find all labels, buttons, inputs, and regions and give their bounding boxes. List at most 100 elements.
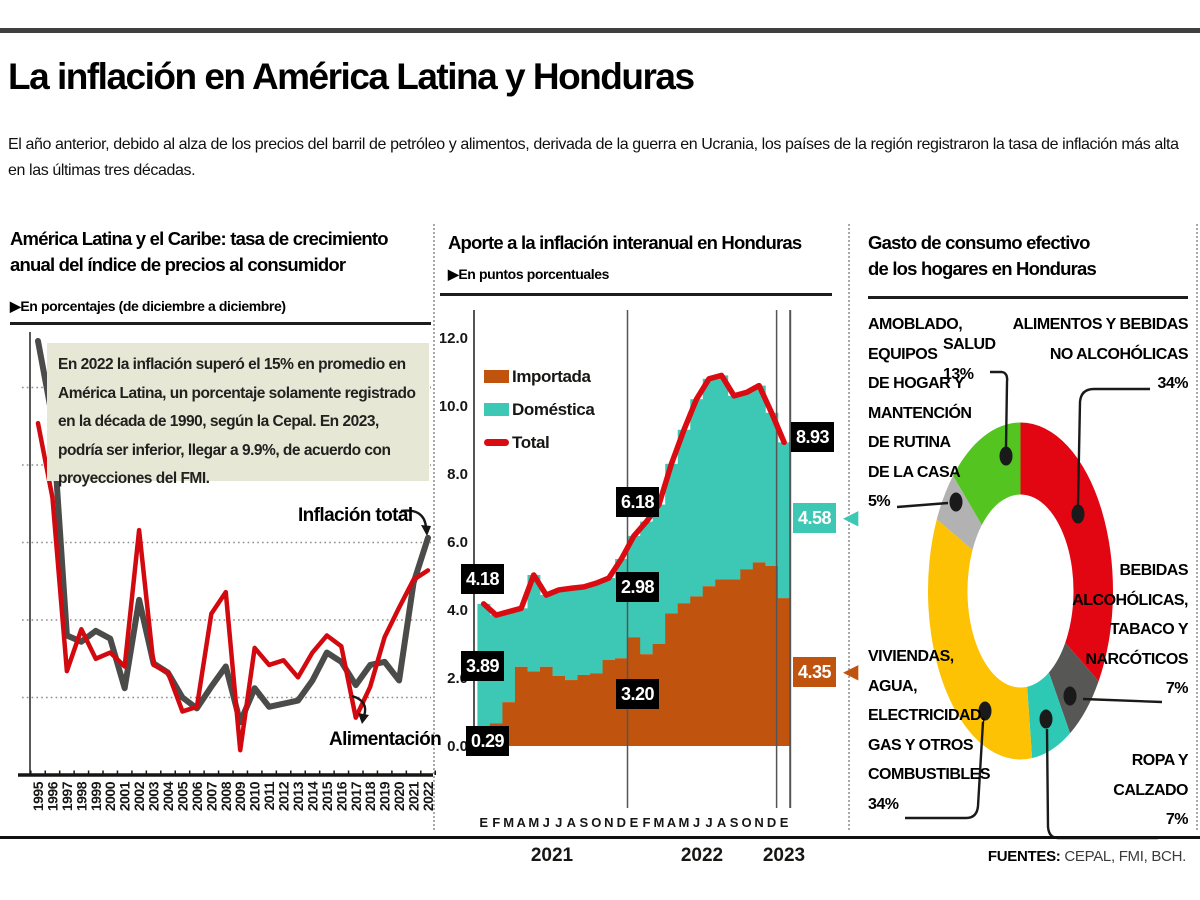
domestica-swatch-icon <box>484 403 509 416</box>
svg-text:0.0: 0.0 <box>447 738 468 755</box>
left-chart-kicker: ▶En porcentajes (de diciembre a diciembr… <box>10 298 286 314</box>
svg-text:2012: 2012 <box>276 781 292 811</box>
svg-text:6.0: 6.0 <box>447 534 468 551</box>
svg-text:1998: 1998 <box>73 781 89 811</box>
page-edge-dotted <box>1196 224 1198 830</box>
svg-text:2002: 2002 <box>131 781 147 811</box>
svg-text:A: A <box>667 815 677 830</box>
svg-text:2022: 2022 <box>681 845 723 866</box>
page-subtitle: El año anterior, debido al alza de los p… <box>8 136 1179 179</box>
svg-text:2015: 2015 <box>319 781 335 811</box>
svg-text:2010: 2010 <box>247 781 263 811</box>
footer-sources-label: FUENTES: <box>987 848 1061 865</box>
page-title: La inflación en América Latina y Hondura… <box>8 56 695 97</box>
middle-chart-rule <box>440 293 832 296</box>
svg-text:2018: 2018 <box>362 781 378 811</box>
callout-ropa: ROPA Y CALZADO 7% <box>1113 752 1188 828</box>
callout-viviendas: VIVIENDAS, AGUA, ELECTRICIDAD, GAS Y OTR… <box>868 648 991 813</box>
middle-chart-kicker: ▶En puntos porcentuales <box>448 266 610 282</box>
svg-text:E: E <box>780 815 789 830</box>
svg-text:O: O <box>591 815 601 830</box>
svg-text:2008: 2008 <box>218 781 234 811</box>
svg-text:1996: 1996 <box>44 781 60 811</box>
svg-text:2005: 2005 <box>174 781 190 811</box>
importada-swatch-icon <box>484 370 509 383</box>
footer-sources: FUENTES: CEPAL, FMI, BCH. <box>988 848 1186 865</box>
middle-chart-legend: Importada Doméstica Total <box>484 360 595 459</box>
svg-text:O: O <box>742 815 752 830</box>
label-alimentacion: Alimentación <box>329 729 442 750</box>
middle-chart-title: Aporte a la inflación interanual en Hond… <box>448 232 802 253</box>
footer-sources-list: CEPAL, FMI, BCH. <box>1060 848 1186 865</box>
svg-text:A: A <box>567 815 577 830</box>
svg-text:D: D <box>767 815 776 830</box>
svg-text:N: N <box>604 815 613 830</box>
value-badge: 2.98 <box>616 572 660 602</box>
value-badge: 4.18 <box>461 564 505 594</box>
svg-text:F: F <box>492 815 500 830</box>
svg-text:2021: 2021 <box>531 845 574 866</box>
svg-text:2020: 2020 <box>391 781 407 811</box>
svg-text:1995: 1995 <box>30 781 46 811</box>
value-badge: 3.20 <box>616 679 660 709</box>
label-inflacion-total: Inflación total <box>298 505 413 526</box>
left-chart-title: América Latina y el Caribe: tasa de crec… <box>10 228 389 275</box>
left-chart-rule <box>10 322 431 325</box>
svg-text:J: J <box>555 815 562 830</box>
left-chart-note: En 2022 la inflación superó el 15% en pr… <box>47 343 429 487</box>
legend-row-domestica: Doméstica <box>484 393 595 426</box>
callout-salud: SALUD 13% <box>943 336 996 383</box>
svg-text:M: M <box>679 815 690 830</box>
svg-text:2003: 2003 <box>146 781 162 811</box>
svg-text:1997: 1997 <box>59 781 75 811</box>
legend-row-total: Total <box>484 426 594 459</box>
svg-text:S: S <box>730 815 739 830</box>
top-rule <box>0 28 1200 33</box>
svg-text:2009: 2009 <box>232 781 248 811</box>
value-badge: 6.18 <box>616 487 660 517</box>
svg-text:D: D <box>617 815 626 830</box>
callout-amoblado: AMOBLADO, EQUIPOS DE HOGAR Y MANTENCIÓN … <box>868 316 972 510</box>
svg-text:2016: 2016 <box>333 781 349 811</box>
value-badge: 4.35 <box>793 657 837 687</box>
right-chart-title: Gasto de consumo efectivo de los hogares… <box>868 232 1097 279</box>
footer-rule <box>0 836 1200 839</box>
svg-text:A: A <box>717 815 727 830</box>
svg-text:S: S <box>579 815 588 830</box>
svg-text:M: M <box>528 815 539 830</box>
left-arrow-icon: ◀ <box>843 661 859 683</box>
svg-text:2006: 2006 <box>189 781 205 811</box>
legend-domestica-label: Doméstica <box>512 399 595 419</box>
svg-text:E: E <box>479 815 488 830</box>
svg-text:N: N <box>754 815 763 830</box>
svg-text:F: F <box>642 815 650 830</box>
svg-text:2019: 2019 <box>377 781 393 811</box>
svg-text:2011: 2011 <box>261 781 277 810</box>
svg-text:2021: 2021 <box>406 781 422 811</box>
callout-bebidas: BEBIDAS ALCOHÓLICAS, TABACO Y NARCÓTICOS… <box>1072 562 1188 697</box>
svg-text:J: J <box>543 815 550 830</box>
svg-text:2007: 2007 <box>203 781 219 811</box>
legend-importada-label: Importada <box>512 366 591 386</box>
right-chart-rule <box>868 296 1188 299</box>
panel-separator-right <box>848 224 850 830</box>
svg-text:10.0: 10.0 <box>440 398 468 415</box>
svg-text:2001: 2001 <box>117 781 133 811</box>
svg-text:J: J <box>693 815 700 830</box>
svg-text:M: M <box>654 815 665 830</box>
value-badge: 8.93 <box>791 422 835 452</box>
svg-text:E: E <box>630 815 639 830</box>
left-arrow-icon: ◀ <box>843 507 859 529</box>
value-badge: 3.89 <box>461 651 505 681</box>
svg-text:8.0: 8.0 <box>447 466 468 483</box>
value-badge: 4.58 <box>793 503 837 533</box>
svg-text:4.0: 4.0 <box>447 602 468 619</box>
svg-text:J: J <box>705 815 712 830</box>
svg-text:A: A <box>517 815 527 830</box>
panel-separator-left <box>433 224 435 830</box>
svg-text:2000: 2000 <box>102 781 118 811</box>
svg-text:2023: 2023 <box>763 845 805 866</box>
legend-total-label: Total <box>512 432 550 452</box>
svg-text:M: M <box>503 815 514 830</box>
